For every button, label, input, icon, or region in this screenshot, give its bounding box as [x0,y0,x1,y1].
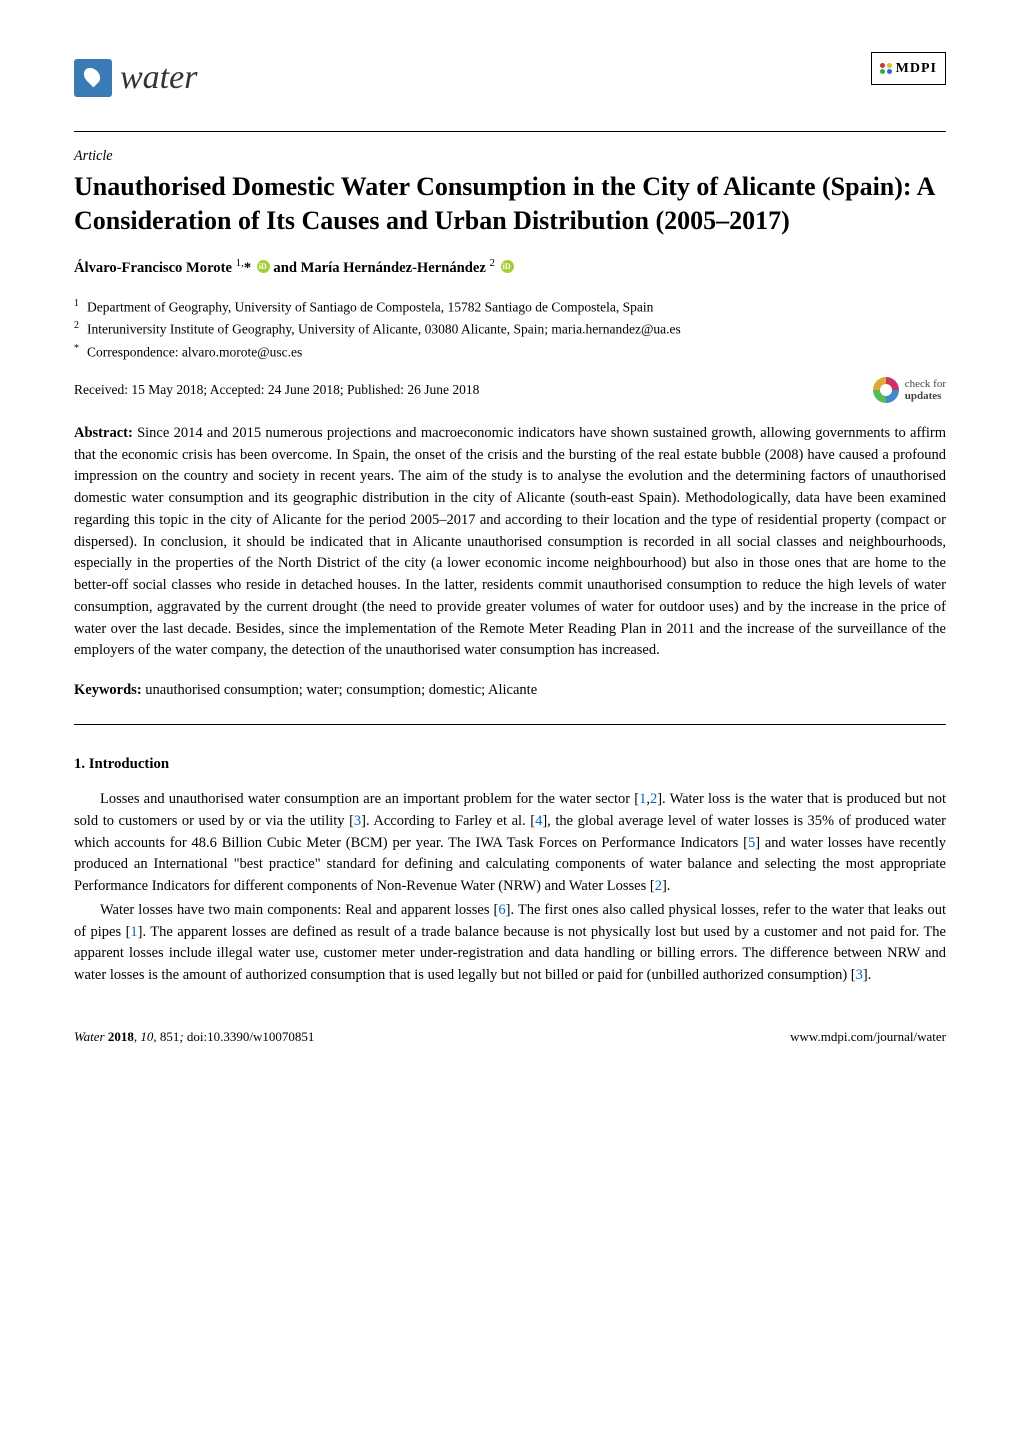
affil-text: Department of Geography, University of S… [87,299,653,314]
correspondence: *Correspondence: alvaro.morote@usc.es [92,341,946,363]
publisher-name: MDPI [896,58,937,79]
journal-logo: water [74,52,197,103]
section-1-title: 1. Introduction [74,753,946,775]
keywords: Keywords: unauthorised consumption; wate… [74,680,946,702]
journal-name: water [120,52,197,103]
affil-text: Interuniversity Institute of Geography, … [87,322,681,337]
check-updates-line2: updates [905,390,946,402]
author-and: and [270,260,301,276]
check-updates-text: check for updates [905,378,946,402]
page-header: water MDPI [74,52,946,103]
author-2-name: María Hernández-Hernández [301,260,486,276]
publisher-logo: MDPI [871,52,946,85]
affiliations: 1 Department of Geography, University of … [74,296,946,363]
orcid-icon[interactable] [257,260,270,273]
keywords-text: unauthorised consumption; water; consump… [142,682,537,698]
dates-row: Received: 15 May 2018; Accepted: 24 June… [74,377,946,403]
paragraph-2: Water losses have two main components: R… [74,900,946,987]
author-1-name: Álvaro-Francisco Morote [74,260,232,276]
affiliation-2: 2Interuniversity Institute of Geography,… [92,318,946,340]
article-title: Unauthorised Domestic Water Consumption … [74,170,946,237]
publisher-dots-icon [880,63,892,75]
authors-line: Álvaro-Francisco Morote 1,* and María He… [74,255,946,280]
abstract-text: Since 2014 and 2015 numerous projections… [74,425,946,659]
footer-url[interactable]: www.mdpi.com/journal/water [790,1027,946,1047]
footer-pages: 851 [160,1029,180,1044]
check-updates-badge[interactable]: check for updates [873,377,946,403]
ref-link[interactable]: 3 [856,967,863,983]
footer-year: 2018 [108,1029,134,1044]
abstract: Abstract: Since 2014 and 2015 numerous p… [74,423,946,662]
footer-journal: Water [74,1029,105,1044]
ref-link[interactable]: 2 [655,878,662,894]
water-drop-icon [74,59,112,97]
article-type: Article [74,146,946,167]
header-separator [74,131,946,132]
affil-num: 1 [74,298,79,309]
section-1-body: Losses and unauthorised water consumptio… [74,789,946,987]
check-updates-line1: check for [905,378,946,390]
corresponding-mark: * [244,260,251,276]
corr-symbol: * [74,343,79,354]
page-footer: Water 2018, 10, 851; doi:10.3390/w100708… [74,1027,946,1047]
corr-text: Correspondence: alvaro.morote@usc.es [87,345,302,360]
author-1-affil-sup: 1, [236,257,244,269]
orcid-icon[interactable] [501,260,514,273]
crossmark-icon [873,377,899,403]
affil-num: 2 [74,320,79,331]
footer-doi: doi:10.3390/w10070851 [187,1029,314,1044]
ref-link[interactable]: 6 [498,902,505,918]
keywords-label: Keywords: [74,682,142,698]
article-dates: Received: 15 May 2018; Accepted: 24 June… [74,380,479,400]
footer-volume: 10 [140,1029,153,1044]
footer-citation: Water 2018, 10, 851; doi:10.3390/w100708… [74,1027,314,1047]
abstract-label: Abstract: [74,425,133,441]
ref-link[interactable]: 1 [130,924,137,940]
author-2-affil-sup: 2 [490,257,496,269]
affiliation-1: 1Department of Geography, University of … [92,296,946,318]
paragraph-1: Losses and unauthorised water consumptio… [74,789,946,898]
section-separator [74,724,946,725]
